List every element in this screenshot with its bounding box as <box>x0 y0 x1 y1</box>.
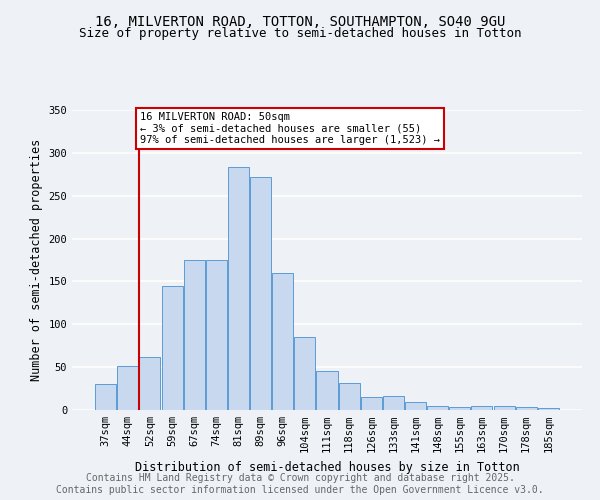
Bar <box>206 260 227 410</box>
Text: 16 MILVERTON ROAD: 50sqm
← 3% of semi-detached houses are smaller (55)
97% of se: 16 MILVERTON ROAD: 50sqm ← 3% of semi-de… <box>140 112 440 145</box>
Bar <box>272 273 293 410</box>
Bar <box>472 406 493 410</box>
Bar <box>95 384 116 410</box>
Bar <box>515 406 536 410</box>
Bar <box>228 168 249 410</box>
Bar <box>250 177 271 410</box>
Y-axis label: Number of semi-detached properties: Number of semi-detached properties <box>30 139 43 381</box>
Bar <box>405 402 426 410</box>
Bar <box>118 366 139 410</box>
Bar <box>338 384 359 410</box>
X-axis label: Distribution of semi-detached houses by size in Totton: Distribution of semi-detached houses by … <box>134 460 520 473</box>
Bar <box>316 370 338 410</box>
Bar <box>427 406 448 410</box>
Bar <box>361 397 382 410</box>
Bar <box>295 337 316 410</box>
Bar <box>383 396 404 410</box>
Bar <box>494 406 515 410</box>
Text: Size of property relative to semi-detached houses in Totton: Size of property relative to semi-detach… <box>79 28 521 40</box>
Bar <box>161 286 182 410</box>
Text: Contains HM Land Registry data © Crown copyright and database right 2025.
Contai: Contains HM Land Registry data © Crown c… <box>56 474 544 495</box>
Bar <box>139 357 160 410</box>
Text: 16, MILVERTON ROAD, TOTTON, SOUTHAMPTON, SO40 9GU: 16, MILVERTON ROAD, TOTTON, SOUTHAMPTON,… <box>95 15 505 29</box>
Bar <box>538 408 559 410</box>
Bar <box>449 408 470 410</box>
Bar <box>184 260 205 410</box>
